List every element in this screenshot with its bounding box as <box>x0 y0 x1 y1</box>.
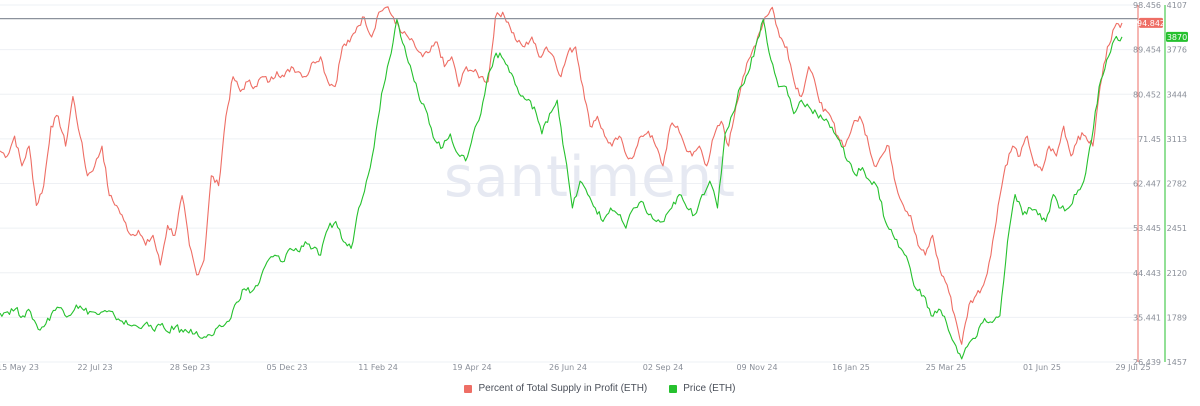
x-tick-label: 15 May 23 <box>0 363 39 372</box>
legend-item-price[interactable]: Price (ETH) <box>669 383 736 394</box>
legend-item-profit[interactable]: Percent of Total Supply in Profit (ETH) <box>464 383 647 394</box>
right-axis-tick-label: 1457 <box>1167 358 1187 367</box>
x-tick-label: 05 Dec 23 <box>267 363 308 372</box>
x-tick-label: 02 Sep 24 <box>643 363 684 372</box>
right-axis-tick-label: 1789 <box>1167 313 1187 322</box>
price-series-line <box>0 18 1123 360</box>
left-axis-tick-label: 44.443 <box>1133 269 1161 278</box>
profit-series-line <box>0 6 1123 345</box>
x-tick-label: 22 Jul 23 <box>77 363 112 372</box>
legend-label-price: Price (ETH) <box>683 383 736 394</box>
profit-last-value-badge <box>1139 17 1163 28</box>
x-tick-label: 11 Feb 24 <box>358 363 398 372</box>
series-layer <box>0 6 1123 360</box>
x-tick-label: 16 Jan 25 <box>832 363 870 372</box>
left-axis-tick-label: 53.445 <box>1133 224 1161 233</box>
right-axis-tick-label: 4107 <box>1167 1 1187 10</box>
profit-last-value: 94.842 <box>1137 19 1165 28</box>
legend-swatch-price <box>669 384 678 393</box>
left-axis-tick-label: 62.447 <box>1133 180 1161 189</box>
right-axis-tick-label: 3444 <box>1167 90 1187 99</box>
x-tick-label: 25 Mar 25 <box>926 363 967 372</box>
right-axis-ticks: 4107 3776 3444 3113 2782 2451 2120 1789 1457 <box>1167 1 1187 367</box>
legend: Percent of Total Supply in Profit (ETH) … <box>0 383 1200 394</box>
left-axis-tick-label: 80.452 <box>1133 90 1161 99</box>
right-axis-tick-label: 3776 <box>1167 46 1187 55</box>
legend-label-profit: Percent of Total Supply in Profit (ETH) <box>478 383 648 394</box>
left-axis-tick-label: 71.45 <box>1138 135 1161 144</box>
right-axis-tick-label: 2451 <box>1167 224 1187 233</box>
price-last-value-badge <box>1166 31 1188 42</box>
grid-lines <box>0 4 1136 363</box>
x-tick-label: 26 Jun 24 <box>549 363 587 372</box>
x-tick-label: 28 Sep 23 <box>170 363 211 372</box>
price-last-value: 3870 <box>1167 33 1187 42</box>
chart: santiment 15 May 23 22 Jul 23 28 Sep 23 05 … <box>0 1 1188 372</box>
left-axis-tick-label: 26.439 <box>1133 358 1161 367</box>
last-value-badges: 94.842 3870 <box>1137 17 1188 42</box>
legend-swatch-profit <box>464 384 473 393</box>
santiment-watermark: santiment <box>444 145 736 210</box>
left-axis-tick-label: 35.441 <box>1133 313 1161 322</box>
x-tick-label: 19 Apr 24 <box>452 363 491 372</box>
x-tick-label: 29 Jul 25 <box>1115 363 1150 372</box>
right-axis-tick-label: 3113 <box>1167 135 1187 144</box>
left-axis-tick-label: 89.454 <box>1133 46 1161 55</box>
x-axis-ticks: 15 May 23 22 Jul 23 28 Sep 23 05 Dec 23 11 F… <box>0 363 1151 372</box>
right-axis-tick-label: 2120 <box>1167 269 1187 278</box>
x-tick-label: 09 Nov 24 <box>736 363 777 372</box>
left-axis-ticks: 98.456 89.454 80.452 71.45 62.447 53.445 44.44… <box>1133 1 1161 367</box>
x-tick-label: 01 Jun 25 <box>1023 363 1061 372</box>
left-axis-tick-label: 98.456 <box>1133 1 1161 10</box>
right-axis-tick-label: 2782 <box>1167 180 1187 189</box>
